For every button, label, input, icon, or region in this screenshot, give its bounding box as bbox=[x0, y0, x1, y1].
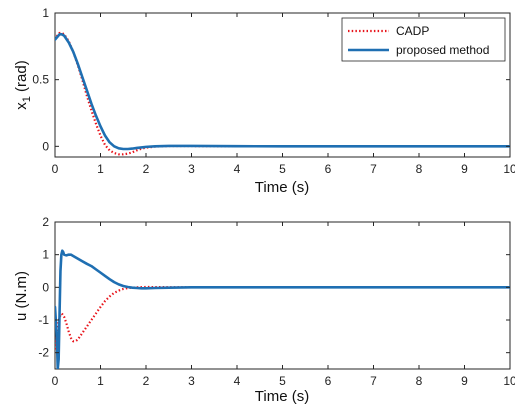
x-tick-label: 5 bbox=[279, 162, 286, 176]
legend: CADP proposed method bbox=[341, 17, 506, 62]
x-tick-label: 7 bbox=[370, 162, 377, 176]
y-tick-label: 1 bbox=[42, 6, 49, 20]
y-axis-label: x1 (rad) bbox=[13, 60, 33, 109]
y-tick-label: 0.5 bbox=[32, 73, 49, 87]
series-line-proposed-method bbox=[55, 249, 510, 369]
x-tick-label: 9 bbox=[461, 374, 468, 388]
x-tick-label: 1 bbox=[97, 374, 104, 388]
subplot-u: 0 1 2 3 4 5 6 7 8 9 10 -2 -1 0 1 2 Time (s) u (N.m) bbox=[13, 215, 515, 405]
x-tick-label: 9 bbox=[461, 162, 468, 176]
x-tick-label: 6 bbox=[325, 374, 332, 388]
y-axis-ticks: 00.51 bbox=[32, 6, 510, 153]
x-tick-label: 2 bbox=[143, 162, 150, 176]
x-tick-label: 10 bbox=[503, 162, 515, 176]
legend-label-cadp: CADP bbox=[396, 24, 429, 38]
x-tick-label: 8 bbox=[416, 374, 423, 388]
subplot-x1: 0 1 2 3 4 5 6 7 8 9 10 00.51 Time (s) x1 (rad) CAD… bbox=[13, 6, 515, 196]
x-tick-label: 8 bbox=[416, 162, 423, 176]
x-tick-label: 4 bbox=[234, 162, 241, 176]
x-tick-label: 4 bbox=[234, 374, 241, 388]
y-tick-label: 2 bbox=[42, 215, 49, 229]
x-tick-label: 1 bbox=[97, 162, 104, 176]
y-tick-label: 0 bbox=[42, 280, 49, 294]
x-tick-label: 0 bbox=[52, 374, 59, 388]
series-line-cadp bbox=[55, 285, 510, 350]
y-tick-label: 0 bbox=[42, 139, 49, 153]
legend-label-proposed: proposed method bbox=[396, 43, 489, 57]
y-tick-label: -1 bbox=[38, 313, 49, 327]
x-tick-label: 2 bbox=[143, 374, 150, 388]
y-tick-label: -2 bbox=[38, 346, 49, 360]
y-tick-label: 1 bbox=[42, 248, 49, 262]
x-tick-label: 7 bbox=[370, 374, 377, 388]
x-axis-label: Time (s) bbox=[255, 388, 309, 405]
x-axis-ticks: 0 1 2 3 4 5 6 7 8 9 10 bbox=[52, 13, 515, 176]
x-tick-label: 6 bbox=[325, 162, 332, 176]
y-axis-ticks: -2 -1 0 1 2 bbox=[38, 215, 510, 360]
x-axis-label: Time (s) bbox=[255, 179, 309, 196]
x-tick-label: 3 bbox=[188, 162, 195, 176]
x-tick-label: 5 bbox=[279, 374, 286, 388]
legend-box bbox=[341, 17, 506, 62]
x-tick-label: 0 bbox=[52, 162, 59, 176]
y-axis-label: u (N.m) bbox=[13, 271, 30, 321]
x-axis-ticks: 0 1 2 3 4 5 6 7 8 9 10 bbox=[52, 222, 515, 388]
x-tick-label: 3 bbox=[188, 374, 195, 388]
x-tick-label: 10 bbox=[503, 374, 515, 388]
series-line-proposed-method bbox=[55, 33, 510, 151]
